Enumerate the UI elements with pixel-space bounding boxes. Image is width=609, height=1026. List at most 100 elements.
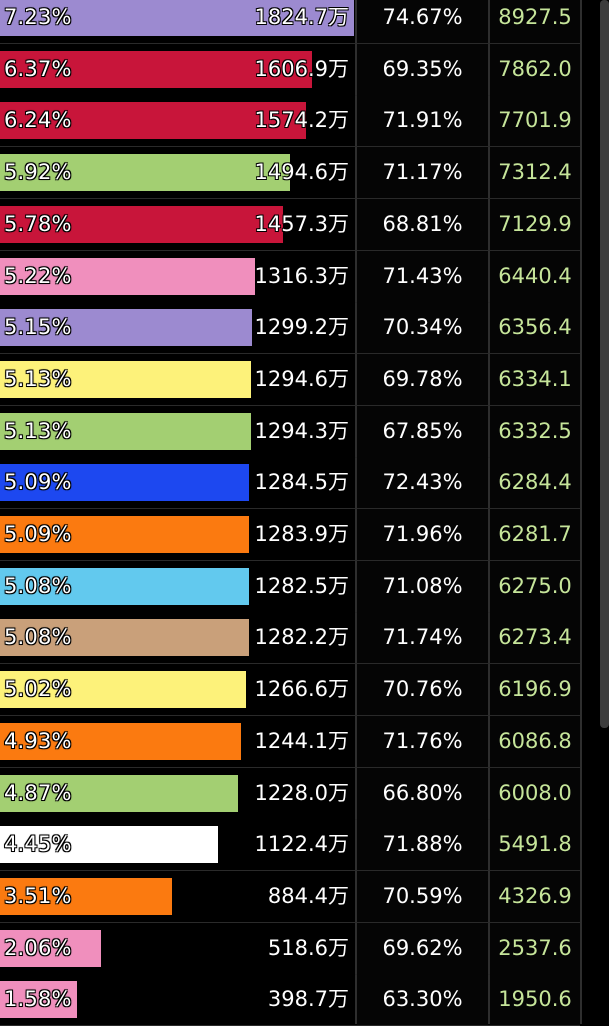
share-amount-cell: 1.58% 398.7万 [0,974,355,1025]
share-percent: 4.45% [4,832,72,856]
share-amount-cell: 5.13% 1294.3万 [0,406,355,457]
share-bar [0,516,249,553]
amount-value: 1228.0万 [254,781,349,805]
amount-value: 1266.6万 [254,677,349,701]
row-divider [0,146,580,147]
share-amount-cell: 5.13% 1294.6万 [0,354,355,405]
table-row[interactable]: 5.13% 1294.3万 67.85% 6332.5 [0,406,609,458]
share-percent: 5.13% [4,419,72,443]
row-divider [0,870,580,871]
ratio-cell: 71.17% [357,147,488,198]
share-bar [0,51,312,88]
table-row[interactable]: 7.23% 1824.7万 74.67% 8927.5 [0,0,609,44]
share-percent: 5.02% [4,677,72,701]
share-amount-cell: 7.23% 1824.7万 [0,0,355,43]
table-row[interactable]: 5.92% 1494.6万 71.17% 7312.4 [0,147,609,199]
scrollbar-thumb[interactable] [600,0,609,728]
amount-value: 1494.6万 [254,160,349,184]
share-amount-cell: 4.87% 1228.0万 [0,768,355,819]
share-percent: 5.78% [4,212,72,236]
table-row[interactable]: 5.15% 1299.2万 70.34% 6356.4 [0,302,609,354]
share-amount-cell: 5.09% 1284.5万 [0,457,355,508]
share-amount-cell: 5.09% 1283.9万 [0,509,355,560]
share-bar [0,723,241,760]
share-bar [0,619,249,656]
table-row[interactable]: 5.22% 1316.3万 71.43% 6440.4 [0,251,609,303]
column-divider [580,0,582,1024]
column-divider [488,0,490,1024]
ratio-cell: 69.62% [357,923,488,974]
share-bar [0,309,252,346]
row-divider [0,767,580,768]
share-percent: 5.22% [4,264,72,288]
row-divider [0,560,580,561]
share-percent: 6.24% [4,108,72,132]
row-divider [0,663,580,664]
amount-value: 1283.9万 [254,522,349,546]
share-bar [0,361,251,398]
row-divider [0,43,580,44]
share-percent: 1.58% [4,987,72,1011]
table-row[interactable]: 5.13% 1294.6万 69.78% 6334.1 [0,354,609,406]
table-row[interactable]: 1.58% 398.7万 63.30% 1950.6 [0,974,609,1026]
value-cell: 7701.9 [490,95,580,146]
table-row[interactable]: 3.51% 884.4万 70.59% 4326.9 [0,871,609,923]
value-cell: 6086.8 [490,716,580,767]
share-amount-cell: 4.45% 1122.4万 [0,819,355,870]
share-bar [0,568,249,605]
table-row[interactable]: 5.78% 1457.3万 68.81% 7129.9 [0,199,609,251]
table-row[interactable]: 5.09% 1284.5万 72.43% 6284.4 [0,457,609,509]
share-amount-cell: 5.22% 1316.3万 [0,251,355,302]
row-divider [0,353,580,354]
share-bar [0,464,249,501]
table-row[interactable]: 2.06% 518.6万 69.62% 2537.6 [0,923,609,975]
row-divider [0,922,580,923]
ratio-cell: 66.80% [357,768,488,819]
ratio-cell: 68.81% [357,199,488,250]
table-row[interactable]: 6.24% 1574.2万 71.91% 7701.9 [0,95,609,147]
table-row[interactable]: 5.08% 1282.2万 71.74% 6273.4 [0,612,609,664]
table-row[interactable]: 5.09% 1283.9万 71.96% 6281.7 [0,509,609,561]
value-cell: 6275.0 [490,561,580,612]
share-bar [0,981,77,1018]
table-row[interactable]: 4.45% 1122.4万 71.88% 5491.8 [0,819,609,871]
ratio-cell: 71.43% [357,251,488,302]
value-cell: 6284.4 [490,457,580,508]
row-divider [0,715,580,716]
ratio-cell: 71.08% [357,561,488,612]
ratio-cell: 71.91% [357,95,488,146]
share-percent: 7.23% [4,5,72,29]
value-cell: 7862.0 [490,44,580,95]
amount-value: 1294.6万 [254,367,349,391]
table-row[interactable]: 5.08% 1282.5万 71.08% 6275.0 [0,561,609,613]
table-row[interactable]: 6.37% 1606.9万 69.35% 7862.0 [0,44,609,96]
share-bar [0,206,283,243]
share-percent: 5.15% [4,315,72,339]
share-amount-cell: 5.15% 1299.2万 [0,302,355,353]
ratio-cell: 71.74% [357,612,488,663]
share-bar [0,258,255,295]
share-amount-cell: 3.51% 884.4万 [0,871,355,922]
value-cell: 6356.4 [490,302,580,353]
share-amount-cell: 5.92% 1494.6万 [0,147,355,198]
share-percent: 4.87% [4,781,72,805]
value-cell: 4326.9 [490,871,580,922]
ratio-cell: 67.85% [357,406,488,457]
share-percent: 5.09% [4,470,72,494]
amount-value: 1282.2万 [254,625,349,649]
amount-value: 1282.5万 [254,574,349,598]
share-bar [0,102,306,139]
share-amount-cell: 2.06% 518.6万 [0,923,355,974]
table-row[interactable]: 4.93% 1244.1万 71.76% 6086.8 [0,716,609,768]
ratio-cell: 72.43% [357,457,488,508]
table-row[interactable]: 5.02% 1266.6万 70.76% 6196.9 [0,664,609,716]
share-percent: 5.08% [4,625,72,649]
share-bar [0,413,251,450]
ratio-cell: 71.96% [357,509,488,560]
amount-value: 1457.3万 [254,212,349,236]
value-cell: 6273.4 [490,612,580,663]
share-percent: 6.37% [4,57,72,81]
table-row[interactable]: 4.87% 1228.0万 66.80% 6008.0 [0,768,609,820]
amount-value: 1122.4万 [254,832,349,856]
value-cell: 6332.5 [490,406,580,457]
